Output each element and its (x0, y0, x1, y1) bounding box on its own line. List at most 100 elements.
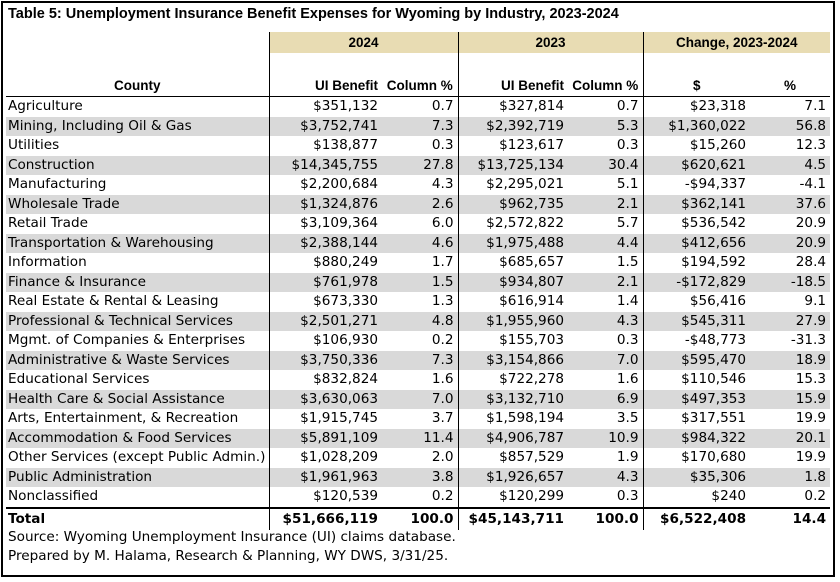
ui-benefit-2023-cell: $2,572,822 (457, 214, 569, 234)
industry-cell: Agriculture (8, 98, 83, 114)
column-pct-2024-cell: 4.6 (382, 233, 459, 253)
industry-cell: Other Services (except Public Admin.) (8, 449, 266, 465)
column-pct-2024-cell: 1.3 (431, 293, 454, 309)
ui-benefit-2023-cell: $3,154,866 (457, 350, 569, 370)
ui-benefit-2023-cell: $1,598,194 (457, 409, 569, 429)
column-pct-2023-cell: 2.1 (568, 272, 644, 292)
ui-benefit-2023-cell: $1,955,960 (457, 311, 569, 331)
column-pct-2024-cell: 0.2 (431, 332, 454, 348)
col-header-ui-benefit-2024: UI Benefit (268, 53, 382, 97)
column-pct-2023-cell: 2.1 (568, 194, 644, 214)
change-pct-cell: 19.9 (795, 410, 827, 426)
total-label: Total (6, 506, 269, 530)
industry-cell: Public Administration (6, 467, 269, 487)
industry-cell: Utilities (8, 137, 60, 153)
table-row: Accommodation & Food Services $5,891,109 1… (6, 428, 831, 448)
group-header-2024: 2024 (268, 32, 459, 53)
column-pct-2023-cell: 10.9 (568, 428, 644, 448)
column-pct-2024-cell: 6.0 (431, 215, 454, 231)
ui-benefit-2023-cell: $616,914 (457, 292, 569, 312)
industry-cell: Wholesale Trade (6, 194, 269, 214)
change-pct-cell: 20.9 (750, 233, 831, 253)
column-pct-2023-cell: 0.3 (616, 137, 639, 153)
table-row: Agriculture $351,132 0.7 $327,814 0.7 $23,318… (6, 96, 830, 117)
ui-benefit-2024-cell: $3,109,364 (268, 214, 382, 234)
industry-cell: Information (8, 254, 87, 270)
industry-cell: Mining, Including Oil & Gas (6, 116, 269, 136)
change-dollars-cell: $545,311 (642, 311, 751, 331)
change-dollars-cell: $362,141 (642, 194, 751, 214)
industry-cell: Real Estate & Rental & Leasing (8, 293, 219, 309)
industry-cell: Administrative & Waste Services (6, 350, 269, 370)
industry-cell: Finance & Insurance (6, 272, 269, 292)
ui-benefit-2024-cell: $1,961,963 (268, 467, 382, 487)
table-row: Manufacturing $2,200,684 4.3 $2,295,021 5.1-… (6, 175, 830, 195)
col-header-change-pct: % (750, 53, 831, 97)
ui-benefit-2024-cell: $3,752,741 (268, 116, 382, 136)
change-dollars-cell: $620,621 (642, 155, 751, 175)
ui-benefit-2024-cell: $14,345,755 (268, 155, 382, 175)
ui-benefit-2023-cell: $4,906,787 (457, 428, 569, 448)
table-row: Mining, Including Oil & Gas $3,752,741 7.3… (6, 116, 831, 136)
change-pct-cell: -4.1 (799, 176, 827, 192)
change-pct-cell: 7.1 (804, 98, 827, 114)
column-pct-2023-cell: 1.4 (616, 293, 639, 309)
change-dollars-cell: $23,318 (642, 96, 751, 117)
column-pct-2023-cell: 7.0 (568, 350, 644, 370)
change-pct-cell: 28.4 (795, 254, 827, 270)
change-pct-cell: 15.3 (795, 371, 827, 387)
change-pct-cell: -31.3 (790, 332, 827, 348)
total-ui-2023: $45,143,711 (457, 506, 569, 530)
change-dollars-cell: $56,416 (642, 292, 751, 312)
ui-benefit-2024-cell: $673,330 (268, 292, 382, 312)
change-pct-cell: 4.5 (750, 155, 831, 175)
ui-benefit-2024-cell: $2,501,271 (268, 311, 382, 331)
column-pct-2024-cell: 3.7 (431, 410, 454, 426)
col-header-column-pct-2023: Column % (568, 53, 644, 97)
industry-cell: Professional & Technical Services (6, 311, 269, 331)
column-pct-2024-cell: 0.2 (431, 488, 454, 504)
ui-benefit-2023-cell: $685,657 (457, 253, 569, 273)
source-line: Source: Wyoming Unemployment Insurance (… (8, 529, 456, 545)
table-row: Finance & Insurance $761,978 1.5 $934,807 2.… (6, 272, 831, 292)
change-pct-cell: 19.9 (795, 449, 827, 465)
total-pct-2024: 100.0 (382, 506, 459, 530)
column-pct-2024-cell: 4.3 (431, 176, 454, 192)
table-row: Utilities $138,877 0.3 $123,617 0.3 $15,260 12… (6, 136, 830, 156)
column-pct-2023-cell: 30.4 (568, 155, 644, 175)
col-header-ui-benefit-2023: UI Benefit (457, 53, 569, 97)
col-header-column-pct-2024: Column % (382, 53, 459, 97)
change-pct-cell: 27.9 (750, 311, 831, 331)
change-pct-cell: 0.2 (804, 488, 827, 504)
column-pct-2024-cell: 7.3 (382, 116, 459, 136)
change-pct-cell: 37.6 (750, 194, 831, 214)
table-body: Agriculture $351,132 0.7 $327,814 0.7 $23,318… (6, 96, 831, 508)
table-row: Professional & Technical Services $2,501,… (6, 311, 831, 331)
industry-cell: Nonclassified (8, 488, 99, 504)
column-pct-2024-cell: 3.8 (382, 467, 459, 487)
change-dollars-cell: -$172,829 (642, 272, 751, 292)
ui-benefit-2024-cell: $2,200,684 (268, 175, 382, 195)
change-pct-cell: 56.8 (750, 116, 831, 136)
ui-benefit-2024-cell: $120,539 (268, 487, 382, 508)
column-pct-2024-cell: 7.3 (382, 350, 459, 370)
ui-benefit-2023-cell: $2,392,719 (457, 116, 569, 136)
table-row: Wholesale Trade $1,324,876 2.6 $962,735 2.1 $… (6, 194, 831, 214)
change-dollars-cell: $110,546 (642, 370, 751, 390)
total-change-pct: 14.4 (750, 506, 831, 530)
ui-benefit-2023-cell: $1,926,657 (457, 467, 569, 487)
column-pct-2023-cell: 0.7 (616, 98, 639, 114)
change-dollars-cell: $35,306 (642, 467, 751, 487)
ui-benefit-2024-cell: $351,132 (268, 96, 382, 117)
table-row: Health Care & Social Assistance $3,630,06… (6, 389, 831, 409)
table-row: Arts, Entertainment, & Recreation $1,915,… (6, 409, 830, 429)
col-header-change-dollars: $ (642, 53, 751, 97)
column-pct-2024-cell: 1.7 (431, 254, 454, 270)
column-pct-2023-cell: 4.3 (568, 467, 644, 487)
ui-benefit-2023-cell: $3,132,710 (457, 389, 569, 409)
change-dollars-cell: $1,360,022 (642, 116, 751, 136)
change-dollars-cell: $595,470 (642, 350, 751, 370)
column-pct-2023-cell: 5.3 (568, 116, 644, 136)
column-pct-2024-cell: 2.0 (431, 449, 454, 465)
change-pct-cell: 18.9 (750, 350, 831, 370)
